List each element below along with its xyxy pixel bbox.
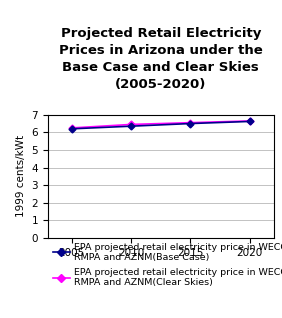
Text: Projected Retail Electricity
Prices in Arizona under the
Base Case and Clear Ski: Projected Retail Electricity Prices in A… [59,27,263,91]
Y-axis label: 1999 cents/kWt: 1999 cents/kWt [16,135,26,218]
Legend: EPA projected retail electricity price in WECC/
RMPA and AZNM(Base Case), EPA pr: EPA projected retail electricity price i… [53,243,282,287]
